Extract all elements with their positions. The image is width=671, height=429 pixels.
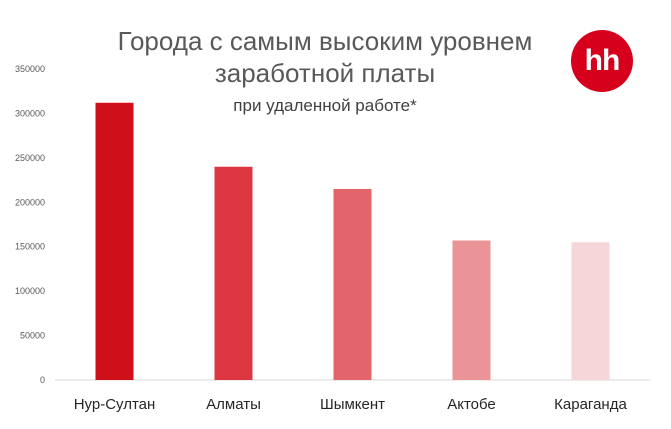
y-tick-label: 200000 [15, 197, 45, 207]
x-axis-labels: Нур-Султан Алматы Шымкент Актобе Караганда [74, 396, 628, 413]
bar [452, 240, 491, 380]
y-tick-label: 150000 [15, 242, 45, 252]
x-tick-label: Актобе [447, 396, 496, 413]
bar [95, 102, 134, 380]
y-axis: 0 50000 100000 150000 200000 250000 300000 3500… [15, 64, 45, 385]
y-tick-label: 300000 [15, 108, 45, 118]
x-tick-label: Шымкент [320, 396, 385, 413]
chart-subtitle: при удаленной работе* [233, 96, 417, 115]
bar [333, 188, 372, 380]
chart-title-line2: заработной платы [214, 58, 436, 88]
y-tick-label: 100000 [15, 286, 45, 296]
x-tick-label: Алматы [206, 396, 261, 413]
x-tick-label: Нур-Султан [74, 396, 156, 413]
hh-logo: hh [571, 30, 633, 92]
y-tick-label: 50000 [20, 331, 45, 341]
y-tick-label: 250000 [15, 153, 45, 163]
y-tick-label: 350000 [15, 64, 45, 74]
bars [95, 102, 610, 380]
bar [571, 242, 610, 380]
bar [214, 166, 253, 380]
y-tick-label: 0 [40, 375, 45, 385]
chart-title: Города с самым высоким уровнем [117, 26, 533, 56]
x-tick-label: Караганда [554, 396, 627, 413]
